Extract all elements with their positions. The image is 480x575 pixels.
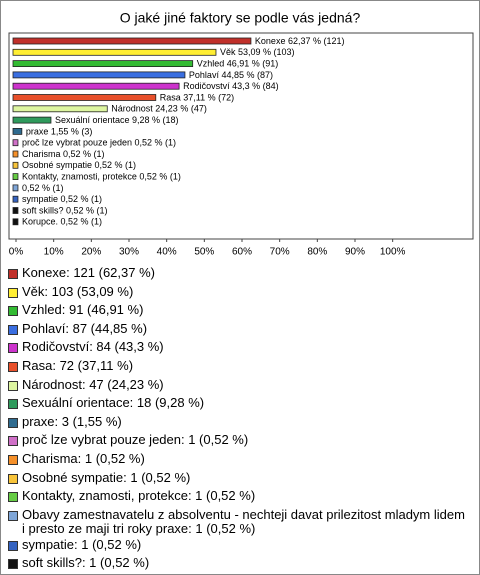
bar [12,94,157,101]
bar [12,71,186,79]
legend-item: Kontakty, znamosti, protekce: 1 (0,52 %) [8,487,470,506]
legend-label: Vzhled: 91 (46,91 %) [22,302,144,318]
legend-swatch [8,492,18,503]
bar-label: Národnost 24,23 % (47) [111,104,207,114]
legend-swatch [8,436,18,447]
bar [12,139,19,147]
bar [12,161,19,169]
legend-swatch [8,399,18,410]
legend-swatch [8,473,18,484]
bar [12,150,19,158]
x-tick-label: 90% [345,247,365,258]
legend-label: Věk: 103 (53,09 %) [22,283,134,299]
bar-label: Věk 53,09 % (103) [220,47,295,57]
bar-label: Konexe 62,37 % (121) [255,36,345,46]
bar-label: Rodičovství 43,3 % (84) [183,81,279,91]
x-tick-label: 80% [307,247,327,258]
x-tick-label: 30% [119,247,139,258]
bar [12,218,19,226]
legend-item: Národnost: 47 (24,23 %) [8,376,470,395]
legend-label: sympatie: 1 (0,52 %) [22,536,142,552]
x-tick-label: 50% [194,247,214,258]
legend-item: proč lze vybrat pouze jeden: 1 (0,52 %) [8,431,470,450]
legend-item: Rasa: 72 (37,11 %) [8,357,470,376]
bar-label: proč lze vybrat pouze jeden 0,52 % (1) [22,138,176,148]
bar [12,184,19,192]
bar-label: Charisma 0,52 % (1) [22,149,105,159]
bar-label: Rasa 37,11 % (72) [160,92,234,102]
bar-label: Vzhled 46,91 % (91) [197,58,279,68]
bar [12,195,19,203]
legend-item: Pohlaví: 87 (44,85 %) [8,320,470,339]
bar-label: Osobné sympatie 0,52 % (1) [22,160,136,170]
bar-label: praxe 1,55 % (3) [26,126,93,136]
bar-label: 0,52 % (1) [22,183,64,193]
legend-swatch [8,380,18,391]
legend-item: Věk: 103 (53,09 %) [8,283,470,302]
plot-frame [8,32,474,240]
x-tick-label: 60% [232,247,252,258]
bar [12,128,23,135]
bar-label: Pohlaví 44,85 % (87) [189,70,273,80]
chart: O jaké jiné faktory se podle vás jedná? … [8,10,474,258]
bar-label: Sexuální orientace 9,28 % (18) [55,115,179,125]
legend-label: Rasa: 72 (37,11 %) [22,357,134,373]
bar-label: Kontakty, znamosti, protekce 0,52 % (1) [22,171,181,181]
legend-label: Národnost: 47 (24,23 %) [22,376,164,392]
legend-item: Charisma: 1 (0,52 %) [8,450,470,469]
x-tick-label: 10% [44,247,64,258]
legend-item: Obavy zamestnavatelu z absolventu - nech… [8,506,470,536]
legend-item: soft skills?: 1 (0,52 %) [8,554,470,573]
legend-label: Kontakty, znamosti, protekce: 1 (0,52 %) [22,488,256,504]
legend-swatch [8,510,18,521]
legend-swatch [8,269,18,279]
legend-swatch [8,287,18,298]
legend-label: Charisma: 1 (0,52 %) [22,450,145,466]
legend-item: praxe: 3 (1,55 %) [8,413,470,432]
legend-label: Konexe: 121 (62,37 %) [22,265,155,280]
x-tick-label: 0% [9,247,24,258]
bar-label: Korupce. 0,52 % (1) [22,217,102,227]
legend-swatch [8,343,18,354]
legend-label: Obavy zamestnavatelu z absolventu - nech… [22,506,465,536]
legend-swatch [8,559,18,570]
x-tick-label: 40% [157,247,177,258]
bar [12,207,19,214]
bar [12,48,217,56]
x-tick-label: 20% [81,247,101,258]
bar [12,82,180,90]
legend-label: Pohlaví: 87 (44,85 %) [22,320,148,336]
bar [12,105,108,113]
bar [12,116,52,124]
legend-item: Konexe: 121 (62,37 %) [8,264,470,283]
legend-label: Osobné sympatie: 1 (0,52 %) [22,469,191,485]
legend-label: Rodičovství: 84 (43,3 %) [22,339,164,355]
legend-swatch [8,540,18,551]
bar [12,173,19,181]
legend-swatch [8,454,18,465]
x-tick-label: 100% [380,247,406,258]
legend-item: Vzhled: 91 (46,91 %) [8,301,470,320]
bar [12,60,194,67]
legend-item: Osobné sympatie: 1 (0,52 %) [8,469,470,488]
legend-label: praxe: 3 (1,55 %) [22,413,122,429]
legend-swatch [8,361,18,372]
legend-swatch [8,417,18,428]
legend: Konexe: 121 (62,37 %) Věk: 103 (53,09 %) V… [8,264,470,574]
legend-label: proč lze vybrat pouze jeden: 1 (0,52 %) [22,432,249,448]
legend-label: Sexuální orientace: 18 (9,28 %) [22,395,205,411]
legend-item: sympatie: 1 (0,52 %) [8,536,470,555]
legend-label: soft skills?: 1 (0,52 %) [22,555,150,571]
x-tick-label: 70% [270,247,290,258]
bar [12,37,252,45]
legend-swatch [8,306,18,317]
legend-item: Sexuální orientace: 18 (9,28 %) [8,394,470,413]
legend-item: Rodičovství: 84 (43,3 %) [8,338,470,357]
chart-title: O jaké jiné faktory se podle vás jedná? [120,10,361,26]
bar-label: sympatie 0,52 % (1) [22,194,102,204]
bar-label: soft skills? 0,52 % (1) [22,205,108,215]
legend-swatch [8,324,18,335]
